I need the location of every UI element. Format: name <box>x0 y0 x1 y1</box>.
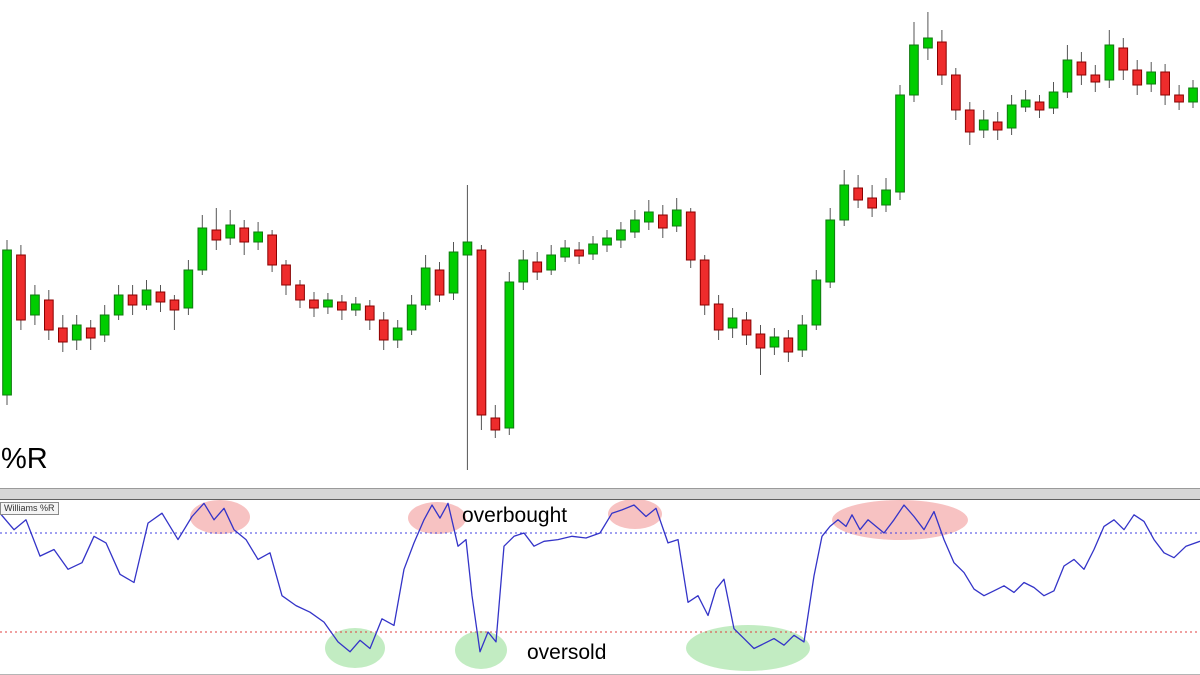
indicator-pane[interactable]: Williams %R overbought oversold <box>0 500 1200 675</box>
price-chart-pane[interactable]: %R <box>0 0 1200 488</box>
overbought-label: overbought <box>462 504 568 527</box>
pane-separator[interactable] <box>0 488 1200 500</box>
candlestick-chart[interactable] <box>0 0 1200 488</box>
indicator-name-label[interactable]: Williams %R <box>0 502 59 515</box>
oversold-label: oversold <box>527 641 607 664</box>
williams-percent-r-chart[interactable] <box>0 500 1200 675</box>
price-pane-label: %R <box>1 443 48 475</box>
